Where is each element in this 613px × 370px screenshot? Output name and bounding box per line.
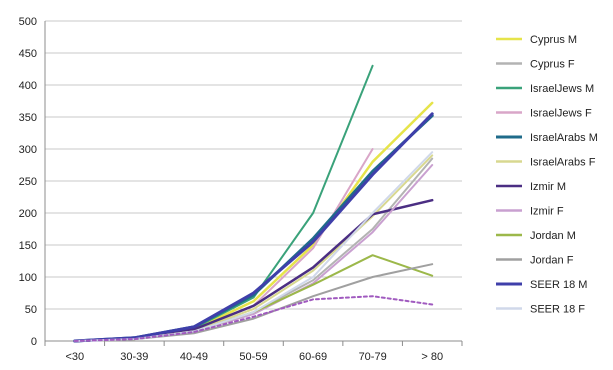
grid-layer	[45, 20, 462, 310]
series-line-10	[73, 112, 434, 343]
x-tick-label: 60-69	[299, 351, 327, 363]
legend-label: IsraelArabs M	[530, 132, 598, 144]
y-tick-label: 0	[31, 336, 37, 348]
series-line-2	[73, 64, 374, 342]
series-line-12	[73, 295, 434, 342]
y-tick-label: 500	[19, 16, 37, 28]
y-tick-label: 200	[19, 208, 37, 220]
y-tick-label: 100	[19, 272, 37, 284]
legend-label: Izmir M	[530, 181, 566, 193]
legend-label: IsraelJews F	[530, 108, 592, 120]
x-tick-label: <30	[65, 351, 84, 363]
y-tick-label: 450	[19, 48, 37, 60]
x-tick-label: 50-59	[239, 351, 267, 363]
legend-label: Cyprus F	[530, 59, 575, 71]
x-tick-label: > 80	[421, 351, 443, 363]
x-tick-label: 70-79	[359, 351, 387, 363]
y-tick-label: 300	[19, 144, 37, 156]
legend-label: Izmir F	[530, 206, 564, 218]
legend-label: Jordan F	[530, 255, 574, 267]
legend-label: IsraelJews M	[530, 83, 594, 95]
x-tick-label: 30-39	[120, 351, 148, 363]
series-layer	[73, 64, 434, 343]
legend-label: Cyprus M	[530, 34, 577, 46]
y-tick-label: 400	[19, 80, 37, 92]
legend-label: SEER 18 M	[530, 279, 587, 291]
y-tick-label: 250	[19, 176, 37, 188]
y-tick-label: 150	[19, 240, 37, 252]
legend-label: SEER 18 F	[530, 304, 585, 316]
legend-label: Jordan M	[530, 230, 576, 242]
y-tick-label: 50	[25, 304, 37, 316]
legend-label: IsraelArabs F	[530, 157, 596, 169]
y-tick-label: 350	[19, 112, 37, 124]
x-tick-label: 40-49	[180, 351, 208, 363]
series-line-7	[73, 164, 434, 342]
axis-layer: 0 50 100 150 200 250 300 350 400 450 500 <30 30-39 40…	[19, 16, 463, 363]
legend: Cyprus M Cyprus F IsraelJews M IsraelJews F…	[496, 34, 598, 316]
